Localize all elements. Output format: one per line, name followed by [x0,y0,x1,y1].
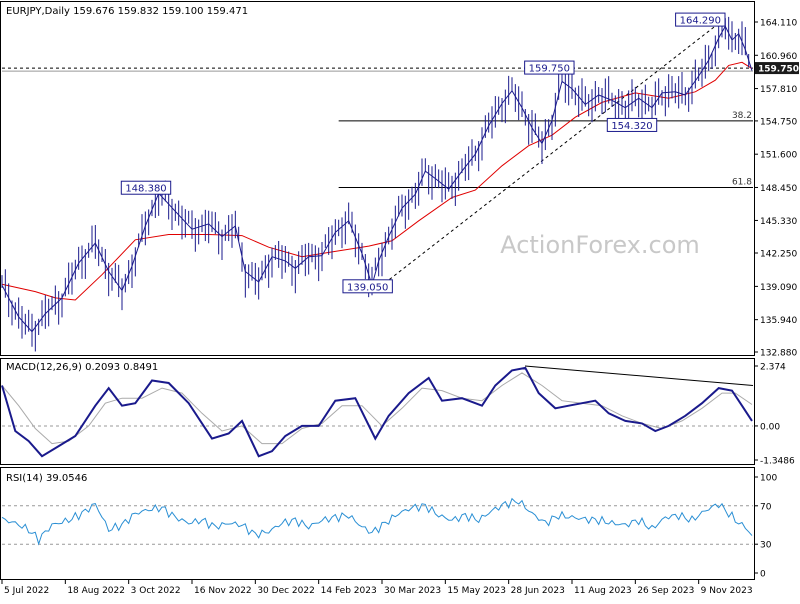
macd-header: MACD(12,26,9) 0.2093 0.8491 [6,362,158,373]
price-annotation-box [675,12,726,27]
rsi-y-tick-label: 30 [760,541,772,551]
macd-line [1,366,753,458]
price-annotation-label: 159.750 [529,64,570,75]
x-axis-tick-label: 3 Oct 2022 [131,586,181,596]
x-axis-tick-label: 30 Mar 2023 [384,586,441,596]
price-annotation-label: 164.290 [680,16,721,27]
price-y-tick-label: 148.450 [760,184,797,194]
price-annotation-box [342,279,393,294]
rsi-y-tick-label: 70 [760,502,772,512]
price-annotation-box [120,180,172,195]
price-y-tick-label: 154.750 [760,117,797,127]
rsi-y-tick-label: 100 [760,474,777,484]
fib-level-label: 61.8 [732,177,752,187]
price-y-tick-label: 164.110 [760,19,797,29]
support-trendline [379,19,724,288]
price-y-tick-label: 145.330 [760,217,797,227]
price-layer: 164.110 160.960 157.810 154.750 151.600 148.4… [1,12,799,359]
price-y-tick-label: 135.940 [760,316,797,326]
price-y-tick-label: 142.250 [760,249,797,259]
x-axis-tick-label: 28 Jun 2023 [511,586,565,596]
x-axis-tick-label: 18 Aug 2022 [67,586,125,596]
price-annotation-label: 154.320 [611,121,652,132]
price-y-tick-label: 151.600 [760,151,797,161]
x-axis-tick-label: 30 Dec 2022 [257,586,315,596]
x-axis-tick-label: 9 Nov 2023 [701,586,753,596]
macd-y-tick-label: -1.3486 [760,457,795,467]
macd-layer: 2.374 0.00 -1.3486 [1,363,795,467]
x-axis: 5 Jul 2022 18 Aug 2022 3 Oct 2022 16 Nov 20… [1,580,753,596]
moving-average-line [1,61,753,301]
macd-y-tick-label: 0.00 [760,422,780,432]
current-price-tag [755,62,799,75]
price-y-tick-label: 160.960 [760,52,797,62]
price-y-tick-label: 139.090 [760,283,797,293]
rsi-panel-frame [0,467,755,580]
x-axis-tick-label: 26 Sep 2023 [637,586,694,596]
x-axis-tick-label: 11 Aug 2023 [574,586,632,596]
x-axis-tick-label: 14 Feb 2023 [321,586,377,596]
price-annotation-label: 148.380 [125,184,166,195]
x-axis-tick-label: 5 Jul 2022 [4,586,49,596]
rsi-line [1,497,753,546]
price-y-tick-label: 157.810 [760,85,797,95]
macd-trendline [524,365,754,387]
rsi-header: RSI(14) 39.0546 [6,473,87,484]
rsi-layer: 100 70 30 0 [1,474,777,580]
macd-panel-frame [0,358,755,465]
x-axis-tick-label: 15 May 2023 [447,586,506,596]
rsi-y-tick-label: 0 [760,570,766,580]
x-axis-tick-label: 16 Nov 2022 [194,586,252,596]
price-panel-frame [0,1,755,356]
current-price-tag-label: 159.750 [758,65,799,75]
fib-level-label: 38.2 [732,111,752,121]
macd-signal-line [1,372,753,445]
price-annotation-box [606,117,658,132]
watermark-text: ActionForex.com [500,231,700,259]
macd-y-tick-label: 2.374 [760,363,786,373]
price-y-tick-label: 132.880 [760,349,797,359]
price-annotation-label: 139.050 [347,282,388,293]
price-line [1,25,753,333]
price-header: EURJPY,Daily 159.676 159.832 159.100 159… [6,6,248,17]
price-annotation-box [524,60,575,75]
